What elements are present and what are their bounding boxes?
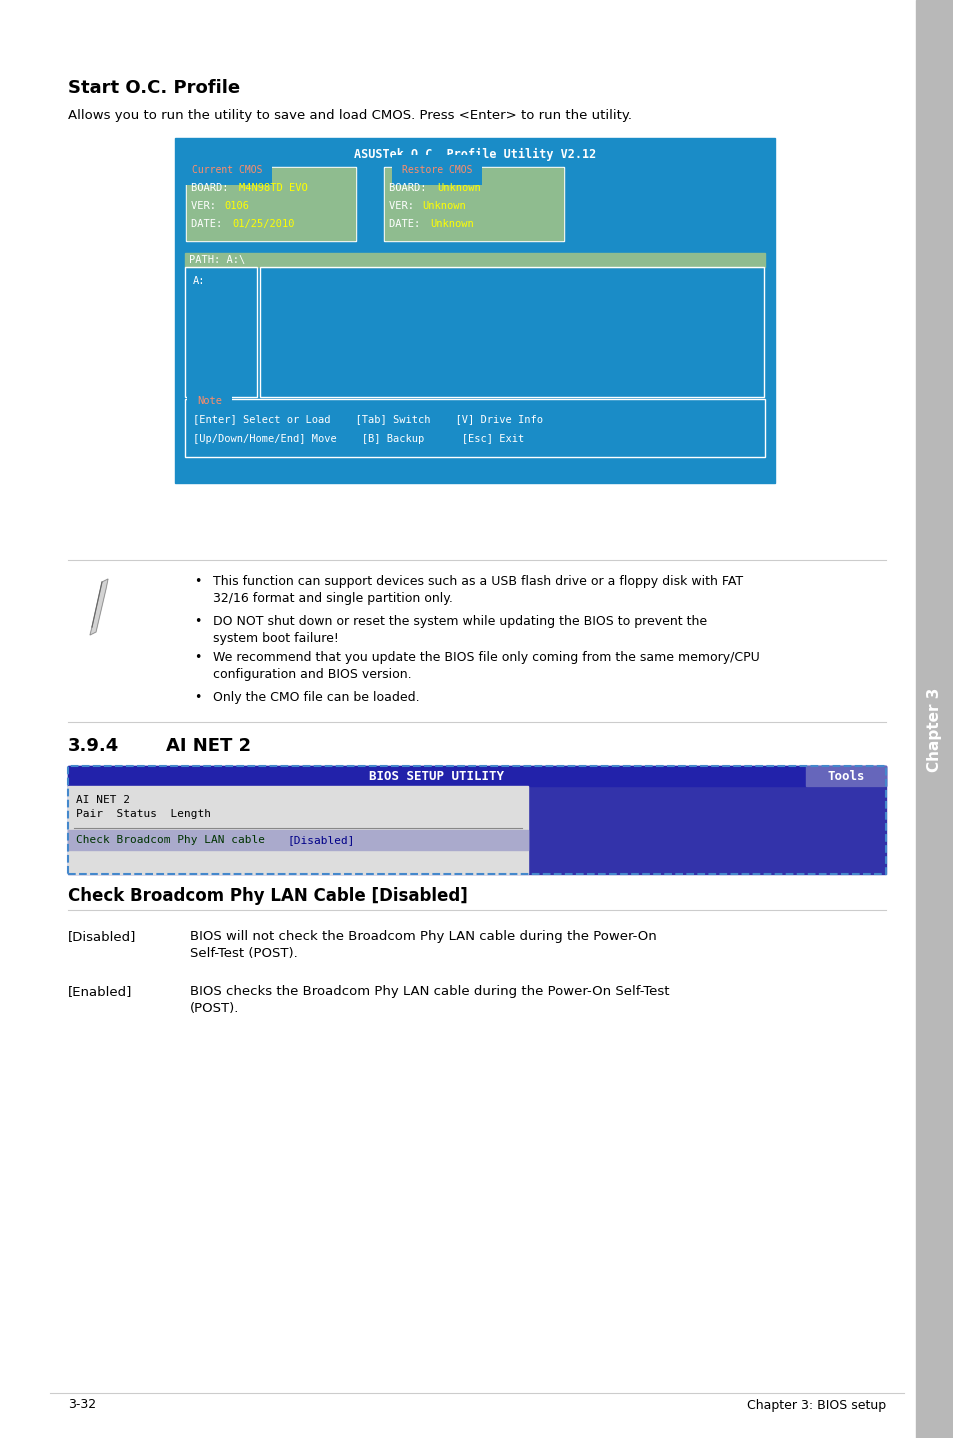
Bar xyxy=(186,167,355,242)
Text: [Disabled]: [Disabled] xyxy=(68,930,136,943)
Text: BOARD:: BOARD: xyxy=(191,183,234,193)
Bar xyxy=(260,267,763,397)
Bar xyxy=(384,167,563,242)
Text: 0106: 0106 xyxy=(224,201,249,211)
Text: [Enter] Select or Load    [Tab] Switch    [V] Drive Info: [Enter] Select or Load [Tab] Switch [V] … xyxy=(193,414,542,424)
Text: This function can support devices such as a USB flash drive or a floppy disk wit: This function can support devices such a… xyxy=(213,575,742,605)
Bar xyxy=(185,253,764,267)
Text: Restore CMOS: Restore CMOS xyxy=(401,165,472,175)
Text: 3.9.4: 3.9.4 xyxy=(68,738,119,755)
Text: Check Broadcom Phy LAN cable: Check Broadcom Phy LAN cable xyxy=(76,835,265,846)
Text: VER:: VER: xyxy=(389,201,420,211)
Text: •: • xyxy=(194,575,201,588)
Text: DATE:: DATE: xyxy=(389,219,426,229)
Bar xyxy=(185,398,764,457)
Text: Chapter 3: Chapter 3 xyxy=(926,687,942,772)
Bar xyxy=(174,138,774,483)
Text: [Disabled]: [Disabled] xyxy=(288,835,355,846)
Text: [Enabled]: [Enabled] xyxy=(68,985,132,998)
Bar xyxy=(68,766,885,874)
Text: Only the CMO file can be loaded.: Only the CMO file can be loaded. xyxy=(213,692,419,705)
Text: M4N98TD EVO: M4N98TD EVO xyxy=(239,183,308,193)
Polygon shape xyxy=(90,580,108,636)
Text: A:: A: xyxy=(193,276,205,286)
Bar xyxy=(187,168,355,240)
Text: Note: Note xyxy=(196,395,222,406)
Text: Pair  Status  Length: Pair Status Length xyxy=(76,810,211,820)
Text: Current CMOS: Current CMOS xyxy=(192,165,262,175)
Text: Unknown: Unknown xyxy=(421,201,465,211)
Text: Start O.C. Profile: Start O.C. Profile xyxy=(68,79,240,96)
Text: Check Broadcom Phy LAN Cable [Disabled]: Check Broadcom Phy LAN Cable [Disabled] xyxy=(68,887,467,905)
Text: BIOS will not check the Broadcom Phy LAN cable during the Power-On
Self-Test (PO: BIOS will not check the Broadcom Phy LAN… xyxy=(190,930,656,961)
Text: BOARD:: BOARD: xyxy=(389,183,433,193)
Text: AI NET 2: AI NET 2 xyxy=(166,738,251,755)
Text: •: • xyxy=(194,692,201,705)
Bar xyxy=(185,267,256,397)
Bar xyxy=(68,830,527,850)
Bar xyxy=(68,787,527,874)
Text: ASUSTek O.C. Profile Utility V2.12: ASUSTek O.C. Profile Utility V2.12 xyxy=(354,148,596,161)
Text: Unknown: Unknown xyxy=(430,219,474,229)
Bar xyxy=(385,168,562,240)
Text: DO NOT shut down or reset the system while updating the BIOS to prevent the
syst: DO NOT shut down or reset the system whi… xyxy=(213,615,706,646)
Text: Tools: Tools xyxy=(826,769,863,782)
Text: Chapter 3: BIOS setup: Chapter 3: BIOS setup xyxy=(746,1399,885,1412)
Text: •: • xyxy=(194,651,201,664)
Bar xyxy=(68,766,885,787)
Text: DATE:: DATE: xyxy=(191,219,229,229)
Text: Unknown: Unknown xyxy=(436,183,480,193)
Text: [Up/Down/Home/End] Move    [B] Backup      [Esc] Exit: [Up/Down/Home/End] Move [B] Backup [Esc]… xyxy=(193,434,524,444)
Text: We recommend that you update the BIOS file only coming from the same memory/CPU
: We recommend that you update the BIOS fi… xyxy=(213,651,759,682)
Text: VER:: VER: xyxy=(191,201,222,211)
Text: •: • xyxy=(194,615,201,628)
Bar xyxy=(915,0,953,1438)
Bar xyxy=(805,766,885,787)
Text: 01/25/2010: 01/25/2010 xyxy=(232,219,294,229)
Text: Allows you to run the utility to save and load CMOS. Press <Enter> to run the ut: Allows you to run the utility to save an… xyxy=(68,108,631,121)
Text: 3-32: 3-32 xyxy=(68,1399,96,1412)
Bar xyxy=(68,766,885,874)
Text: PATH: A:\: PATH: A:\ xyxy=(189,255,245,265)
Text: BIOS SETUP UTILITY: BIOS SETUP UTILITY xyxy=(369,769,504,782)
Text: AI NET 2: AI NET 2 xyxy=(76,795,130,805)
Text: BIOS checks the Broadcom Phy LAN cable during the Power-On Self-Test
(POST).: BIOS checks the Broadcom Phy LAN cable d… xyxy=(190,985,669,1015)
